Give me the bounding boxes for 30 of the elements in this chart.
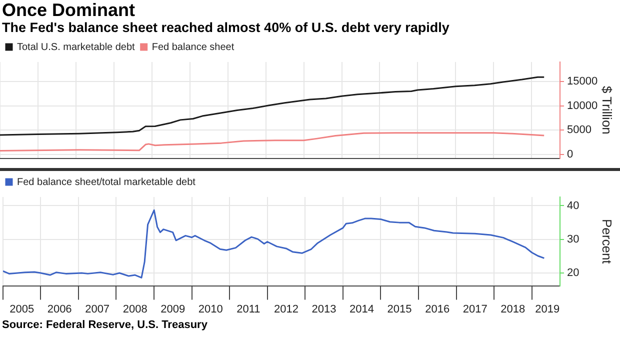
legend-label: Fed balance sheet xyxy=(152,42,234,53)
y-tick-label: 15000 xyxy=(567,76,598,88)
y-tick-label: 20 xyxy=(567,267,580,280)
x-tick-label: 2019 xyxy=(535,303,560,316)
legend-label: Fed balance sheet/total marketable debt xyxy=(17,176,196,188)
y-tick-label: 5000 xyxy=(567,124,592,136)
x-tick-label: 2015 xyxy=(387,303,412,316)
x-tick-label: 2010 xyxy=(198,303,223,316)
x-tick-label: 2013 xyxy=(312,303,336,316)
legend-label: Total U.S. marketable debt xyxy=(17,42,136,53)
x-tick-label: 2017 xyxy=(462,303,488,316)
chart-subtitle: The Fed's balance sheet reached almost 40% of U.S. debt very rapidly xyxy=(1,20,450,36)
x-tick-label: 2007 xyxy=(85,303,110,316)
y-tick-label: 10000 xyxy=(567,100,598,112)
y-tick-label: 40 xyxy=(567,200,580,212)
source-note: Source: Federal Reserve, U.S. Treasury xyxy=(1,319,208,332)
y-axis-title: $ Trillion xyxy=(600,86,615,134)
x-tick-label: 2009 xyxy=(160,303,186,316)
chart-title: Once Dominant xyxy=(1,0,136,20)
x-tick-label: 2005 xyxy=(10,303,34,316)
y-tick-label: 30 xyxy=(567,233,580,246)
y-tick-label: 0 xyxy=(567,148,574,161)
x-tick-label: 2018 xyxy=(500,303,526,316)
x-tick-label: 2008 xyxy=(122,303,148,316)
x-tick-label: 2014 xyxy=(350,303,374,316)
x-tick-label: 2012 xyxy=(274,303,298,316)
x-tick-label: 2016 xyxy=(425,303,450,316)
y-axis-title: Percent xyxy=(600,218,615,264)
x-tick-label: 2011 xyxy=(236,303,260,316)
x-tick-label: 2006 xyxy=(47,303,72,316)
